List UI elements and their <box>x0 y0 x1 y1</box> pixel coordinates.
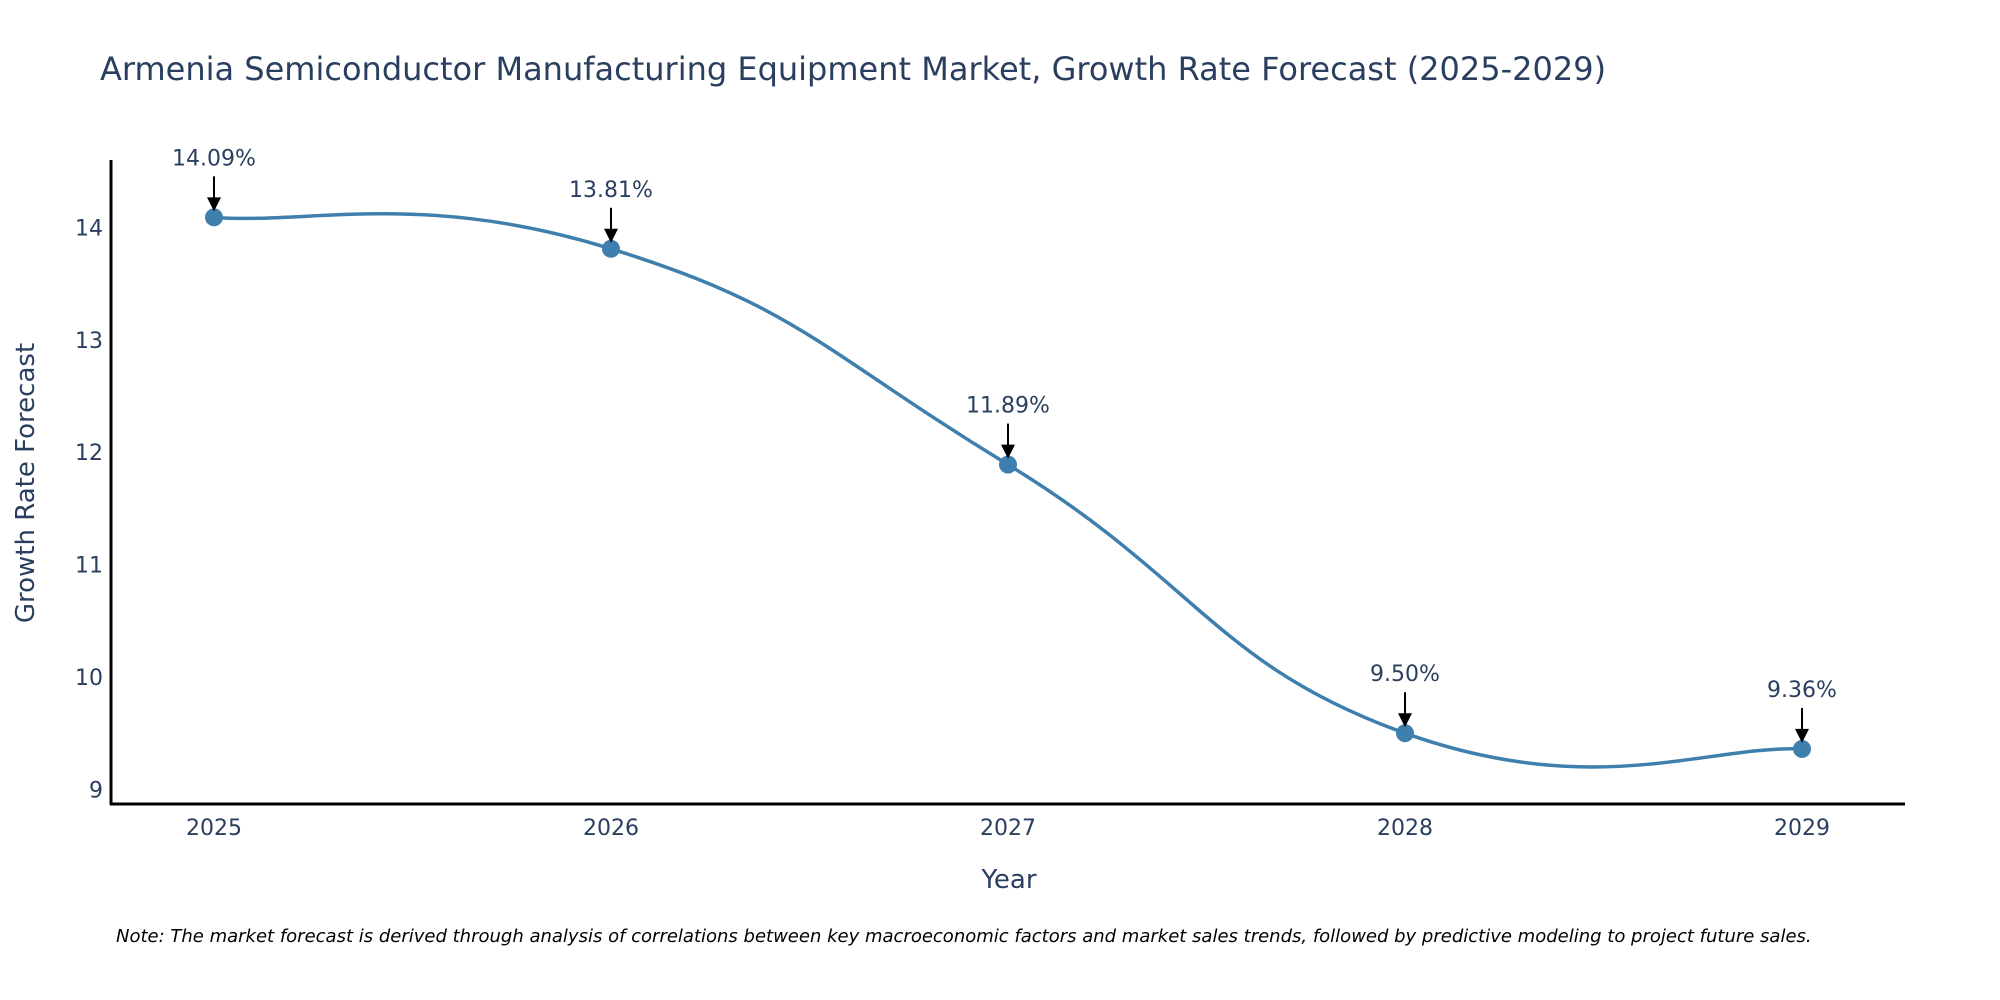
data-point <box>999 455 1017 474</box>
data-point <box>1793 739 1811 758</box>
y-axis-title: Growth Rate Forecast <box>11 343 41 623</box>
series-line <box>213 212 1803 769</box>
y-tick-label: 14 <box>75 216 103 241</box>
x-tick-labels: 2025 2026 2027 2028 2029 <box>186 816 1830 841</box>
annotation-arrowhead <box>1001 444 1015 459</box>
data-point <box>602 239 620 258</box>
data-point <box>205 208 223 227</box>
annotation-arrowhead <box>1795 728 1809 743</box>
chart-title: Armenia Semiconductor Manufacturing Equi… <box>100 50 1606 88</box>
annotation-arrowhead <box>604 228 618 243</box>
data-point <box>1396 724 1414 743</box>
data-label: 9.36% <box>1767 678 1837 703</box>
axes <box>109 160 1905 806</box>
data-label: 14.09% <box>172 146 256 171</box>
x-tick-label: 2025 <box>186 816 242 841</box>
y-tick-label: 9 <box>89 778 103 803</box>
y-tick-label: 10 <box>75 666 103 691</box>
data-annotations: 14.09% 13.81% 11.89% 9.50% 9.36% <box>172 146 1837 743</box>
x-tick-label: 2029 <box>1774 816 1830 841</box>
footnote: Note: The market forecast is derived thr… <box>116 926 1812 947</box>
y-tick-labels: 9 10 11 12 13 14 <box>75 216 103 803</box>
data-label: 11.89% <box>966 394 1050 419</box>
x-tick-label: 2028 <box>1377 816 1433 841</box>
data-label: 9.50% <box>1370 662 1440 687</box>
data-label: 13.81% <box>569 178 653 203</box>
y-tick-label: 11 <box>75 554 103 579</box>
series-markers <box>205 208 1811 758</box>
annotation-arrowhead <box>207 197 221 212</box>
y-tick-label: 13 <box>75 329 103 354</box>
y-tick-label: 12 <box>75 441 103 466</box>
x-axis-title: Year <box>980 865 1036 895</box>
x-tick-label: 2027 <box>980 816 1036 841</box>
annotation-arrowhead <box>1398 713 1412 728</box>
x-tick-label: 2026 <box>583 816 639 841</box>
